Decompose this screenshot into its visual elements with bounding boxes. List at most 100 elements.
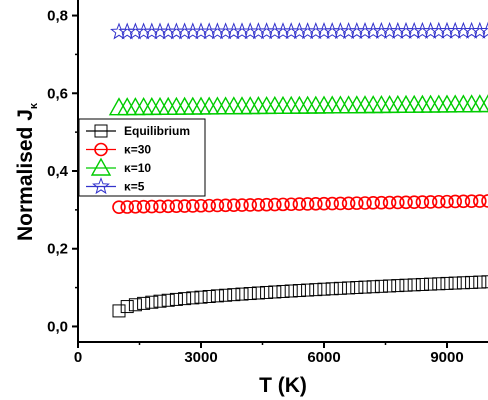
data-point [464, 194, 479, 209]
data-point [399, 195, 413, 210]
data-point [292, 284, 306, 298]
data-point [136, 199, 151, 214]
data-point [341, 196, 356, 211]
legend-marker [90, 157, 112, 176]
data-point [137, 296, 151, 310]
data-point [413, 21, 432, 39]
data-point [374, 195, 389, 210]
data-point [128, 298, 142, 312]
data-point [153, 199, 167, 214]
data-point [358, 196, 372, 210]
data-point [415, 195, 430, 209]
data-point [120, 300, 134, 314]
data-point [333, 281, 347, 295]
data-point [282, 22, 301, 40]
data-point [200, 22, 219, 40]
data-point [479, 21, 488, 39]
data-point [440, 194, 454, 209]
data-point [347, 21, 366, 39]
data-point [233, 22, 251, 40]
x-axis-title: T (K) [259, 374, 307, 397]
y-axis-title-main: Normalised J [14, 109, 37, 241]
data-point [259, 197, 274, 212]
data-point [120, 200, 134, 214]
data-point [267, 197, 282, 212]
data-point [390, 195, 405, 210]
y-axis-title: Normalised Jκ [14, 102, 40, 241]
data-point [292, 197, 307, 211]
data-point [448, 276, 462, 290]
data-point [126, 22, 145, 40]
data-point [112, 304, 126, 318]
data-point [358, 280, 372, 294]
series-0 [112, 275, 488, 318]
data-point [424, 277, 438, 291]
y-tick-label: 0,2 [47, 241, 68, 258]
data-point [251, 197, 266, 212]
data-point [142, 22, 161, 40]
data-point [423, 195, 438, 209]
legend-label: κ=5 [124, 180, 145, 194]
data-point [456, 276, 470, 290]
series-2 [108, 94, 488, 116]
data-point [112, 200, 126, 214]
data-point [284, 284, 298, 298]
data-point [134, 22, 153, 40]
data-point [388, 21, 407, 39]
data-point [462, 21, 481, 39]
x-ticks: 0 3000 6000 9000 [74, 342, 464, 366]
data-point [194, 198, 208, 213]
data-point [268, 285, 282, 299]
data-point [440, 276, 454, 290]
svg-text:Normalised Jκ: Normalised Jκ [14, 102, 40, 241]
data-point [241, 22, 260, 40]
data-point [317, 282, 331, 296]
series-3 [110, 21, 488, 40]
data-point [235, 198, 249, 212]
y-axis-title-sub: κ [28, 102, 40, 109]
data-point [339, 21, 358, 39]
data-point [438, 21, 456, 39]
legend: Equilibrium κ=30 κ=10 κ=5 [78, 118, 206, 197]
data-point [151, 22, 169, 40]
data-point [456, 194, 471, 209]
data-point [465, 275, 479, 289]
data-point [284, 197, 299, 212]
data-point [323, 22, 342, 40]
data-point [276, 284, 290, 298]
data-point [227, 198, 241, 213]
data-point [431, 194, 446, 209]
data-point [153, 294, 167, 308]
data-point [415, 277, 429, 291]
data-point [301, 283, 315, 297]
data-point [481, 194, 488, 208]
y-tick-label: 0,0 [47, 318, 68, 335]
data-point [227, 288, 241, 302]
data-point [243, 287, 257, 301]
y-tick-label: 0,4 [47, 163, 69, 180]
data-point [374, 279, 388, 293]
data-point [380, 21, 399, 39]
data-point [251, 286, 265, 300]
data-point [118, 22, 137, 40]
data-point [306, 22, 325, 40]
data-point [175, 22, 194, 40]
data-point [210, 289, 224, 303]
data-point [183, 22, 202, 40]
data-point [364, 21, 383, 39]
legend-marker [92, 177, 110, 195]
data-point [407, 278, 421, 292]
x-tick-label: 6000 [307, 349, 340, 366]
data-point [298, 22, 317, 40]
data-point [454, 21, 473, 39]
data-point [333, 196, 348, 211]
data-point [260, 285, 274, 299]
data-point [383, 279, 397, 293]
data-point [407, 195, 422, 209]
data-point [218, 198, 233, 213]
data-point [446, 21, 465, 39]
data-point [186, 291, 200, 305]
x-tick-label: 3000 [184, 349, 217, 366]
data-point [366, 280, 380, 294]
